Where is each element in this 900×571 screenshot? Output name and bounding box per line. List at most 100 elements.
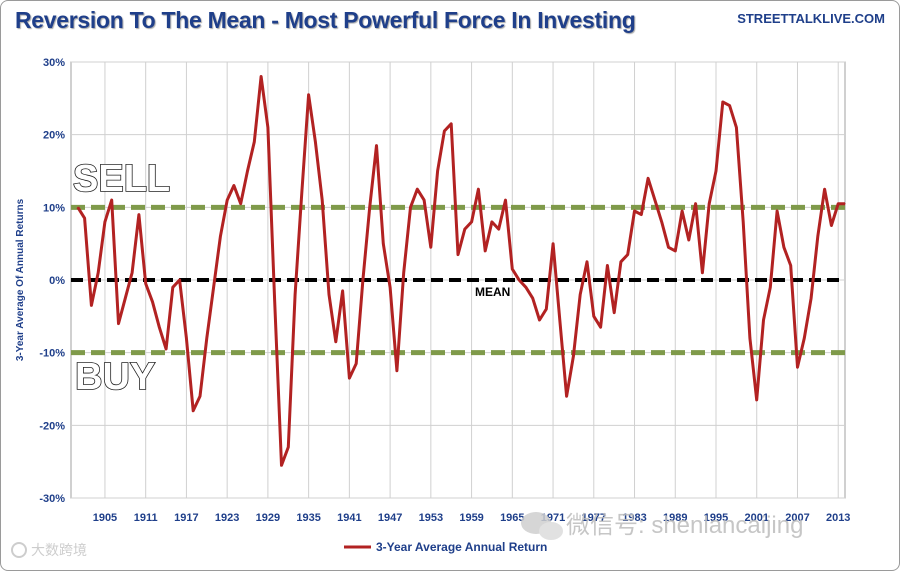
data-point (369, 206, 371, 208)
data-point (328, 293, 330, 296)
data-point (749, 337, 751, 339)
data-point (579, 293, 581, 296)
x-tick-label: 1977 (582, 512, 606, 524)
data-point (389, 286, 391, 288)
data-point (722, 101, 724, 103)
data-point (151, 301, 154, 303)
data-point (287, 446, 289, 448)
y-tick-label: -30% (39, 493, 65, 505)
x-tick-label: 1929 (256, 512, 280, 524)
data-point (532, 297, 534, 299)
data-point (477, 188, 479, 190)
data-point (715, 170, 717, 172)
data-point (640, 214, 642, 216)
data-point (633, 210, 636, 212)
data-point (586, 261, 588, 263)
data-point (124, 297, 126, 299)
x-tick-label: 1923 (215, 512, 239, 524)
data-point (104, 221, 106, 223)
data-point (409, 206, 412, 208)
x-tick-label: 1989 (663, 512, 687, 524)
data-point (817, 235, 819, 237)
data-point (824, 188, 826, 190)
x-axis-ticks: 1905 1911 1917 1923 1929 1935 1941 1947 1953 1959… (93, 512, 851, 524)
data-point (810, 297, 812, 299)
data-point (172, 286, 174, 288)
x-tick-label: 1905 (93, 512, 117, 524)
chart-title: Reversion To The Mean - Most Powerful Fo… (15, 7, 636, 33)
data-point (240, 203, 242, 205)
data-point (382, 243, 384, 245)
y-tick-label: -20% (39, 420, 65, 432)
mean-label: MEAN (475, 285, 510, 299)
data-point (165, 348, 167, 350)
data-point (403, 272, 405, 274)
source-label: STREETTALKLIVE.COM (737, 11, 885, 26)
data-point (233, 184, 235, 187)
y-axis-ticks: 30% 20% 10% 0% -10% -20% -30% (39, 57, 65, 505)
x-tick-label: 1953 (419, 512, 443, 524)
data-point (321, 199, 323, 201)
data-point (138, 214, 140, 216)
data-point (280, 464, 283, 466)
buy-label: BUY (75, 356, 155, 398)
watermark-left-text: 大数跨境 (31, 542, 87, 558)
data-point (484, 250, 486, 252)
x-tick-label: 1941 (337, 512, 361, 524)
data-point (362, 279, 364, 281)
data-point (518, 279, 520, 281)
data-point (375, 144, 378, 147)
x-tick-label: 1959 (459, 512, 483, 524)
data-point (145, 283, 147, 285)
data-point (341, 290, 344, 292)
data-point (199, 395, 201, 397)
data-point (647, 177, 649, 179)
data-point (267, 126, 269, 128)
data-point (498, 228, 500, 230)
y-tick-label: 30% (43, 57, 65, 69)
watermark-right-text: 微信号: shenlancaijing (566, 512, 803, 539)
data-point (206, 337, 208, 339)
data-point (260, 75, 262, 78)
x-tick-label: 1917 (174, 512, 198, 524)
data-point (790, 264, 792, 267)
y-tick-label: 20% (43, 130, 65, 142)
data-point (246, 170, 249, 172)
data-point (776, 210, 778, 212)
data-point (355, 362, 357, 365)
data-point (844, 203, 846, 205)
data-point (599, 326, 602, 328)
watermark-left: 大数跨境 (11, 542, 87, 558)
data-point (77, 206, 79, 208)
data-point (613, 312, 615, 314)
data-point (742, 221, 744, 223)
data-point (511, 268, 513, 270)
x-tick-label: 2001 (744, 512, 768, 524)
data-point (504, 199, 507, 201)
data-point (212, 286, 215, 288)
x-tick-label: 1947 (378, 512, 402, 524)
data-point (97, 272, 99, 274)
data-point (423, 199, 425, 201)
data-point (688, 239, 690, 241)
data-point (538, 319, 541, 321)
sell-label: SELL (73, 158, 170, 200)
data-point (301, 192, 303, 194)
data-point (667, 246, 670, 248)
data-point (335, 341, 337, 343)
data-point (185, 337, 188, 339)
data-point (491, 221, 493, 223)
x-tick-label: 1911 (134, 512, 158, 524)
data-point (192, 410, 194, 412)
x-tick-label: 1935 (296, 512, 320, 524)
data-point (661, 221, 663, 223)
data-point (735, 126, 737, 128)
data-point (274, 301, 276, 303)
data-point (620, 261, 622, 263)
data-point (308, 94, 310, 96)
y-tick-label: -10% (39, 348, 65, 360)
data-point (783, 246, 785, 248)
data-point (769, 286, 771, 288)
data-point (593, 315, 595, 317)
